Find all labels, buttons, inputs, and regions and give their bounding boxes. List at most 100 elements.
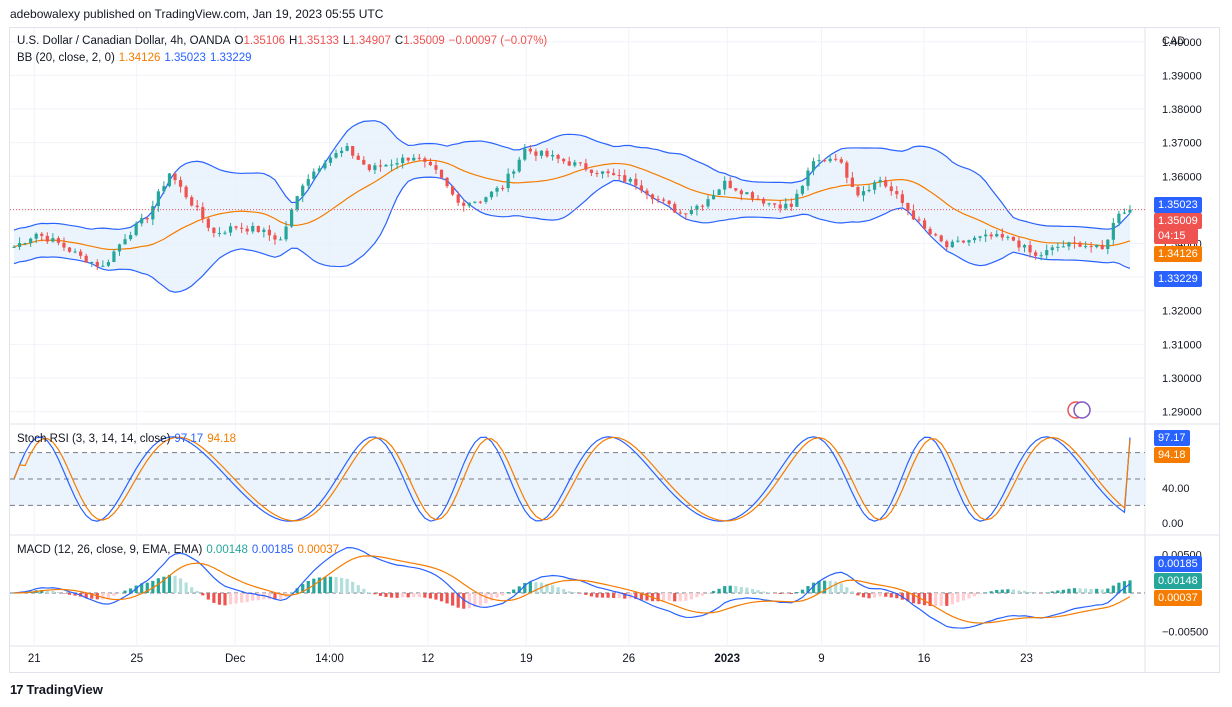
macd-hist-bar — [345, 578, 349, 593]
macd-hist-bar — [656, 593, 660, 602]
candle-body — [845, 162, 849, 178]
macd-hist-bar — [1017, 590, 1021, 593]
candle-body — [1061, 246, 1065, 248]
bb-upper-value: 1.35023 — [164, 52, 206, 64]
macd-hist-bar — [889, 593, 893, 598]
candle-body — [628, 178, 632, 182]
candle-body — [645, 190, 649, 195]
badge-bb-basis: 1.34126 — [1154, 246, 1202, 262]
candle-body — [789, 203, 793, 207]
candle-body — [1050, 247, 1054, 251]
macd-hist-bar — [201, 593, 205, 596]
tradingview-logo[interactable]: 17 TradingView — [10, 682, 103, 697]
candle-body — [423, 158, 427, 162]
candle-body — [1111, 222, 1115, 240]
candle-body — [156, 191, 160, 207]
price-tick-label: 1.30000 — [1162, 373, 1202, 385]
candle-body — [739, 190, 743, 195]
candle-body — [67, 247, 72, 252]
macd-hist-bar — [934, 593, 938, 606]
macd-hist-bar — [700, 593, 705, 596]
symbol-title: U.S. Dollar / Canadian Dollar, 4h, OANDA — [17, 35, 231, 47]
candle-body — [234, 226, 238, 228]
macd-hist-bar — [378, 593, 383, 596]
macd-hist-bar — [1083, 588, 1088, 593]
time-tick-label: 2023 — [714, 653, 740, 665]
candle-body — [589, 169, 594, 174]
tv-logo-icon: 17 — [10, 682, 24, 697]
candle-body — [528, 148, 532, 152]
macd-hist-bar — [117, 593, 122, 594]
time-tick-label: Dec — [225, 653, 246, 665]
candle-body — [184, 186, 188, 198]
candle-body — [650, 194, 655, 200]
candle-body — [1017, 240, 1021, 248]
candle-body — [612, 173, 616, 176]
candle-body — [1000, 233, 1004, 238]
candle-body — [434, 165, 438, 170]
macd-hist-bar — [273, 593, 277, 600]
macd-hist-bar — [428, 593, 433, 599]
candle-body — [711, 195, 716, 200]
candle-body — [578, 162, 582, 164]
candle-body — [145, 218, 149, 220]
macd-hist-bar — [234, 593, 238, 604]
candle-body — [328, 157, 333, 163]
currency-label: CAD — [1162, 35, 1185, 47]
macd-hist-bar — [523, 582, 527, 593]
macd-hist-bar — [178, 578, 183, 593]
time-tick-label: 26 — [622, 653, 635, 665]
candle-body — [162, 186, 166, 192]
macd-hist-bar — [911, 593, 916, 604]
candle-body — [1011, 236, 1016, 241]
candle-body — [428, 161, 433, 166]
candle-body — [345, 145, 349, 151]
macd-hist-bar — [173, 575, 177, 593]
candle-body — [228, 226, 233, 233]
macd-hist-bar — [1000, 589, 1004, 593]
macd-hist-bar — [12, 593, 16, 594]
candle-body — [500, 187, 505, 189]
macd-legend: MACD (12, 26, close, 9, EMA, EMA) 0.00148… — [17, 544, 343, 556]
macd-hist-bar — [295, 588, 299, 593]
candle-body — [206, 218, 210, 228]
macd-hist-bar — [667, 593, 671, 601]
badge-close: 1.35009 — [1154, 213, 1202, 229]
macd-hist-bar — [867, 593, 871, 599]
macd-hist-bar — [584, 593, 588, 595]
macd-hist-bar — [1011, 589, 1016, 593]
macd-hist-bar — [662, 593, 666, 601]
bb-upper-line — [13, 120, 1131, 231]
macd-hist-bar — [678, 593, 682, 602]
macd-hist-bar — [417, 593, 421, 598]
candle-body — [62, 242, 66, 248]
macd-hist-bar — [240, 593, 244, 603]
macd-hist-bar — [245, 593, 249, 603]
candle-body — [778, 204, 782, 209]
candle-body — [872, 182, 877, 190]
macd-hist-bar — [728, 585, 732, 593]
macd-signal-value: 0.00037 — [297, 544, 340, 556]
macd-hist-bar — [112, 593, 116, 596]
candle-body — [1045, 250, 1049, 256]
price-tick-label: 1.36000 — [1162, 171, 1202, 183]
macd-hist-bar — [451, 593, 455, 606]
candle-body — [550, 155, 555, 157]
macd-hist-bar — [939, 593, 943, 606]
macd-hist-bar — [589, 593, 594, 597]
candle-body — [1067, 242, 1071, 247]
candle-body — [29, 238, 33, 243]
candle-body — [284, 226, 288, 240]
candle-body — [634, 178, 638, 186]
macd-hist-bar — [595, 593, 599, 598]
ohlc-high: 1.35133 — [297, 35, 339, 47]
macd-hist-bar — [623, 593, 627, 599]
macd-hist-bar — [684, 593, 688, 601]
macd-hist-bar — [1117, 582, 1121, 593]
candle-body — [673, 203, 677, 213]
macd-hist-bar — [156, 578, 160, 593]
candle-body — [151, 206, 155, 220]
macd-hist-bar — [945, 593, 949, 606]
macd-hist-bar — [717, 588, 721, 593]
